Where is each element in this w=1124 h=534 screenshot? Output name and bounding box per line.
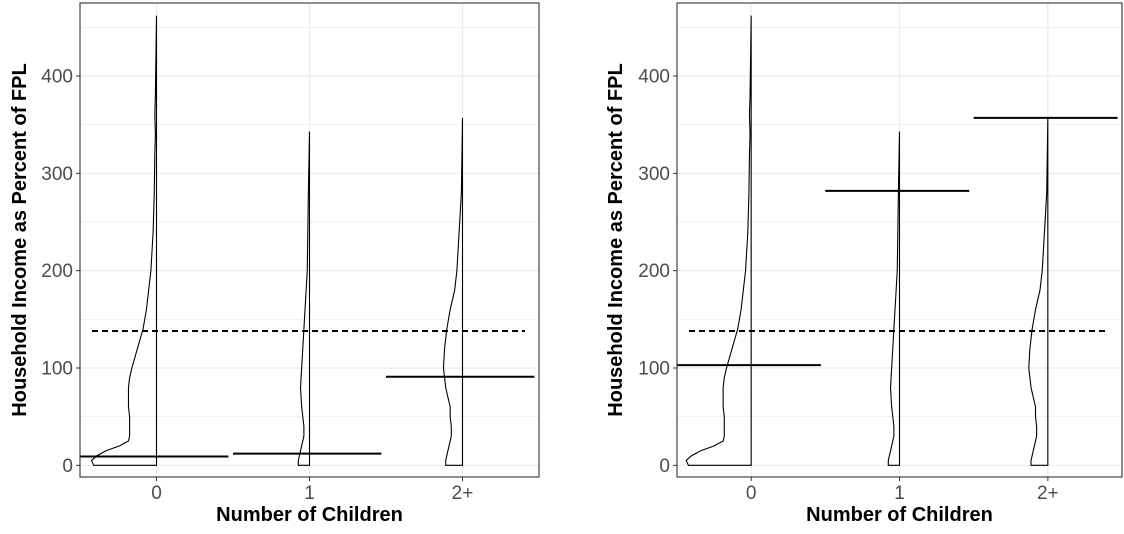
y-tick-label: 400 <box>41 66 73 87</box>
x-axis-title: Number of Children <box>806 504 993 526</box>
chart-panel-2: 0 100 200 300 400 0 1 2+ Number of Children House… <box>605 2 1123 526</box>
x-tick-label: 1 <box>304 483 315 504</box>
x-tick-label: 0 <box>746 483 757 504</box>
y-tick-label: 0 <box>62 456 73 477</box>
y-tick-label: 400 <box>638 66 670 87</box>
y-tick-label: 200 <box>41 261 73 282</box>
y-axis-title: Household Income as Percent of FPL <box>9 63 31 416</box>
x-tick-label: 0 <box>151 483 162 504</box>
x-axis-title: Number of Children <box>216 504 403 526</box>
y-tick-label: 300 <box>638 164 670 185</box>
y-tick-label: 0 <box>659 456 670 477</box>
y-axis-title: Household Income as Percent of FPL <box>605 63 627 416</box>
y-tick-label: 100 <box>638 358 670 379</box>
violin-1 <box>297 131 311 466</box>
x-tick-label: 1 <box>894 483 905 504</box>
y-tick-label: 300 <box>41 164 73 185</box>
chart-panel-1: 0 100 200 300 400 0 1 2+ Number of Children House… <box>9 2 540 526</box>
y-tick-label: 200 <box>638 261 670 282</box>
x-tick-label: 2+ <box>1037 483 1059 504</box>
x-tick-label: 2+ <box>452 483 474 504</box>
violin-2+ <box>442 117 464 466</box>
violin-0 <box>90 15 158 466</box>
violin-1 <box>887 131 901 466</box>
violin-0 <box>685 15 752 466</box>
y-tick-label: 100 <box>41 358 73 379</box>
violin-2+ <box>1028 117 1049 466</box>
